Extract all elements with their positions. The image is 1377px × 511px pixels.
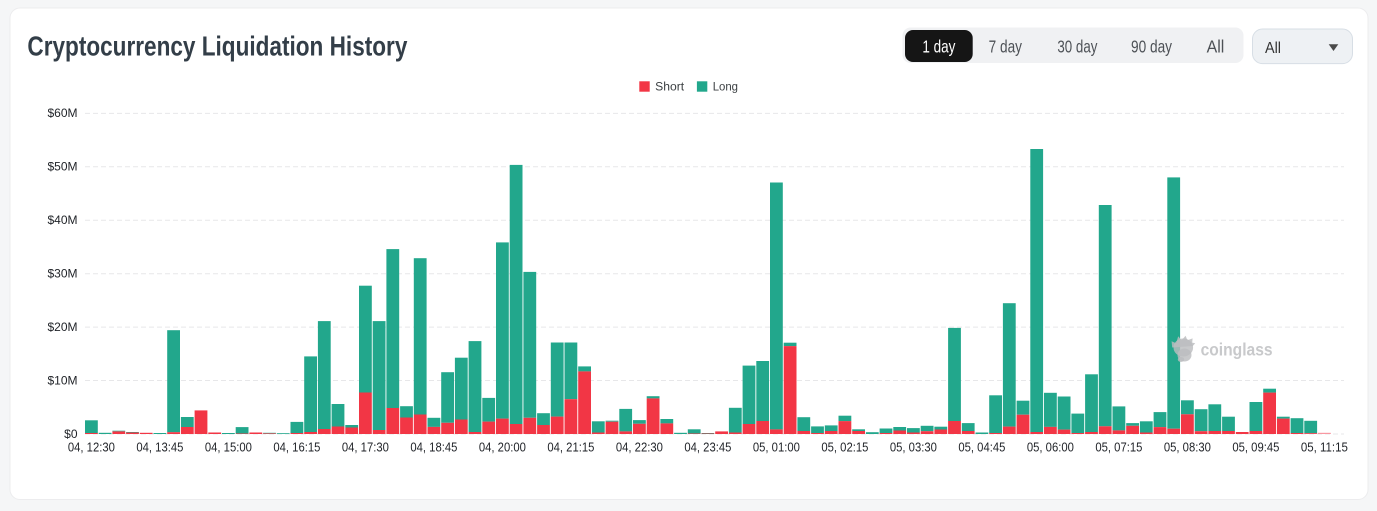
svg-text:04, 18:45: 04, 18:45 bbox=[410, 441, 457, 455]
svg-text:04, 16:15: 04, 16:15 bbox=[273, 441, 320, 455]
svg-text:04, 23:45: 04, 23:45 bbox=[684, 441, 731, 455]
svg-text:04, 17:30: 04, 17:30 bbox=[342, 441, 389, 455]
svg-text:04, 15:00: 04, 15:00 bbox=[205, 441, 252, 455]
svg-text:$50M: $50M bbox=[47, 160, 77, 174]
svg-text:Cryptocurrency Liquidation His: Cryptocurrency Liquidation History bbox=[27, 30, 407, 61]
svg-text:7 day: 7 day bbox=[989, 37, 1022, 57]
svg-text:05, 08:30: 05, 08:30 bbox=[1164, 441, 1211, 455]
svg-text:05, 03:30: 05, 03:30 bbox=[890, 441, 937, 455]
svg-text:$30M: $30M bbox=[47, 267, 77, 281]
svg-text:04, 13:45: 04, 13:45 bbox=[136, 441, 183, 455]
svg-text:All: All bbox=[1265, 40, 1281, 57]
svg-text:All: All bbox=[1207, 37, 1225, 57]
svg-text:$20M: $20M bbox=[47, 320, 77, 334]
svg-text:05, 02:15: 05, 02:15 bbox=[821, 441, 868, 455]
svg-text:05, 06:00: 05, 06:00 bbox=[1027, 441, 1074, 455]
svg-text:$0: $0 bbox=[64, 427, 78, 441]
svg-text:04, 22:30: 04, 22:30 bbox=[616, 441, 663, 455]
svg-text:04, 12:30: 04, 12:30 bbox=[68, 441, 115, 455]
svg-text:$60M: $60M bbox=[47, 106, 77, 120]
svg-text:Short: Short bbox=[655, 81, 685, 93]
svg-text:05, 01:00: 05, 01:00 bbox=[753, 441, 800, 455]
svg-text:05, 11:15: 05, 11:15 bbox=[1301, 441, 1348, 455]
svg-text:$40M: $40M bbox=[47, 213, 77, 227]
svg-text:90 day: 90 day bbox=[1131, 37, 1172, 57]
svg-text:30 day: 30 day bbox=[1057, 37, 1097, 57]
svg-text:04, 21:15: 04, 21:15 bbox=[547, 441, 594, 455]
svg-text:05, 07:15: 05, 07:15 bbox=[1095, 441, 1142, 455]
svg-text:1 day: 1 day bbox=[922, 37, 955, 57]
svg-text:04, 20:00: 04, 20:00 bbox=[479, 441, 526, 455]
svg-text:$10M: $10M bbox=[47, 373, 77, 387]
svg-text:05, 09:45: 05, 09:45 bbox=[1232, 441, 1279, 455]
svg-text:Long: Long bbox=[713, 81, 738, 93]
svg-text:coinglass: coinglass bbox=[1201, 340, 1273, 360]
svg-text:05, 04:45: 05, 04:45 bbox=[958, 441, 1005, 455]
